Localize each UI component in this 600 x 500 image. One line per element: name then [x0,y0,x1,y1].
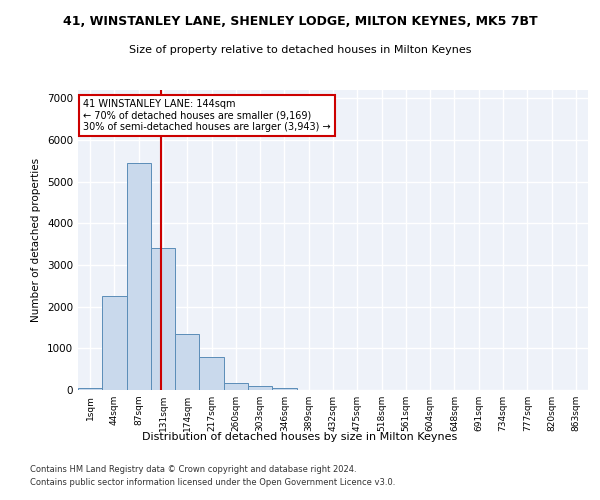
Text: 41 WINSTANLEY LANE: 144sqm
← 70% of detached houses are smaller (9,169)
30% of s: 41 WINSTANLEY LANE: 144sqm ← 70% of deta… [83,99,331,132]
Bar [78,388,102,390]
Bar [199,356,224,390]
Y-axis label: Number of detached properties: Number of detached properties [31,158,41,322]
Bar [102,296,127,390]
Text: Contains public sector information licensed under the Open Government Licence v3: Contains public sector information licen… [30,478,395,487]
Text: Size of property relative to detached houses in Milton Keynes: Size of property relative to detached ho… [129,45,471,55]
Bar [224,382,248,390]
Text: Distribution of detached houses by size in Milton Keynes: Distribution of detached houses by size … [142,432,458,442]
Bar [248,386,272,390]
Bar [272,388,296,390]
Bar [127,163,151,390]
Bar [151,248,175,390]
Text: Contains HM Land Registry data © Crown copyright and database right 2024.: Contains HM Land Registry data © Crown c… [30,466,356,474]
Bar [175,334,199,390]
Text: 41, WINSTANLEY LANE, SHENLEY LODGE, MILTON KEYNES, MK5 7BT: 41, WINSTANLEY LANE, SHENLEY LODGE, MILT… [62,15,538,28]
